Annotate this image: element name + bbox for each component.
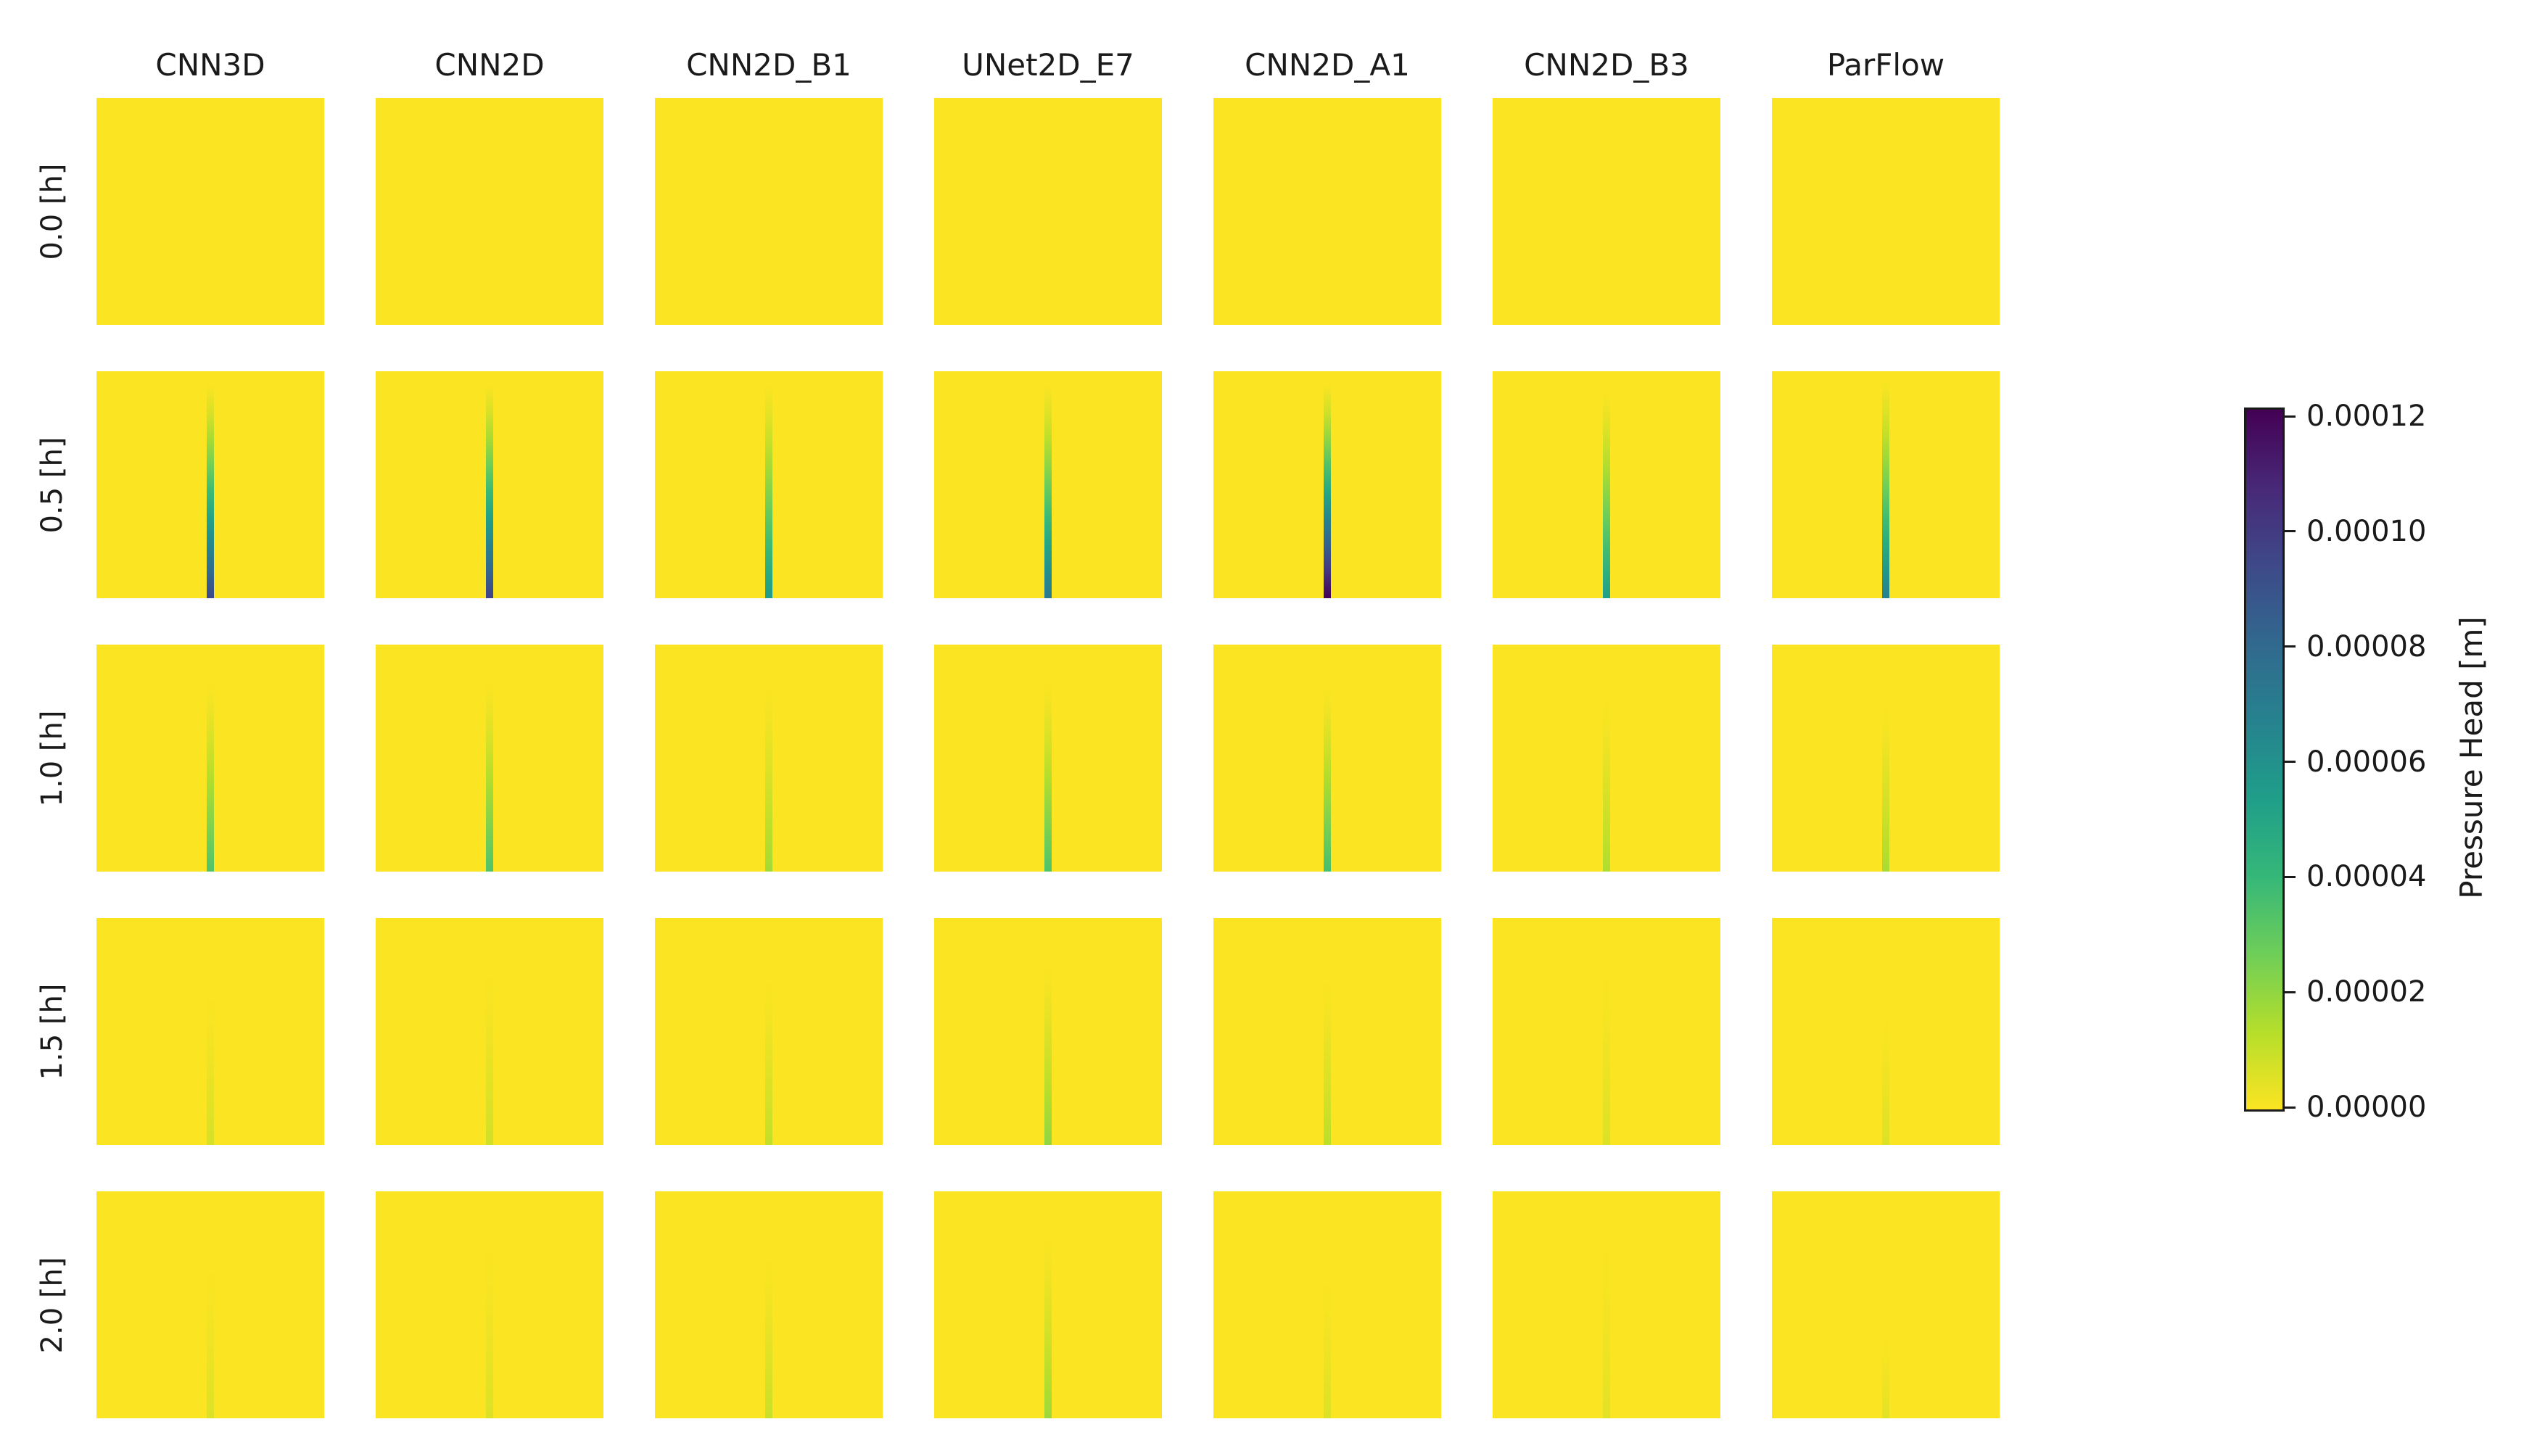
column-title-UNet2D_E7: UNet2D_E7 (962, 47, 1134, 83)
heatmap-panel-CNN2D_B3-00h (1493, 98, 1720, 325)
infiltration-streak (486, 685, 493, 872)
heatmap-panel-CNN2D_B1-15h (655, 918, 883, 1145)
colorbar-tick-mark (2282, 1106, 2296, 1109)
heatmap-panel-CNN2D_B1-00h (655, 98, 883, 325)
infiltration-streak (1324, 1282, 1331, 1418)
colorbar-tick-label: 0.00002 (2306, 975, 2427, 1009)
colorbar-tick-mark (2282, 990, 2296, 993)
column-title-ParFlow: ParFlow (1826, 47, 1945, 83)
row-label-05h: 0.5 [h] (36, 437, 69, 533)
row-label-15h: 1.5 [h] (36, 983, 69, 1080)
heatmap-panel-ParFlow-05h (1772, 371, 2000, 598)
infiltration-streak (1882, 708, 1889, 872)
infiltration-streak (486, 384, 493, 598)
infiltration-streak (207, 1270, 214, 1418)
heatmap-panel-CNN2D_A1-05h (1213, 371, 1441, 598)
infiltration-streak (1882, 1019, 1889, 1145)
infiltration-streak (1044, 967, 1052, 1145)
colorbar-tick-label: 0.00000 (2306, 1091, 2427, 1124)
infiltration-streak (1603, 1248, 1610, 1418)
colorbar-tick-label: 0.00008 (2306, 629, 2427, 663)
heatmap-panel-CNN2D_B3-20h (1493, 1191, 1720, 1418)
heatmap-panel-CNN3D-05h (96, 371, 324, 598)
heatmap-panel-ParFlow-00h (1772, 98, 2000, 325)
heatmap-panel-CNN2D_A1-10h (1213, 645, 1441, 872)
column-title-CNN2D_A1: CNN2D_A1 (1245, 47, 1410, 83)
infiltration-streak (486, 1248, 493, 1418)
heatmap-panel-CNN3D-15h (96, 918, 324, 1145)
heatmap-panel-CNN2D_B3-05h (1493, 371, 1720, 598)
infiltration-streak (765, 384, 772, 598)
infiltration-streak (1603, 701, 1610, 872)
colorbar-tick-mark (2282, 875, 2296, 878)
infiltration-streak (765, 981, 772, 1145)
column-title-CNN2D: CNN2D (434, 47, 545, 83)
heatmap-panel-CNN2D-15h (376, 918, 603, 1145)
heatmap-panel-CNN2D-05h (376, 371, 603, 598)
heatmap-panel-UNet2D_E7-00h (934, 98, 1162, 325)
infiltration-streak (765, 1259, 772, 1418)
infiltration-streak (207, 997, 214, 1145)
heatmap-panel-UNet2D_E7-20h (934, 1191, 1162, 1418)
heatmap-panel-CNN2D_A1-15h (1213, 918, 1441, 1145)
row-label-10h: 1.0 [h] (36, 710, 69, 806)
colorbar-tick-mark (2282, 645, 2296, 648)
heatmap-panel-CNN2D-00h (376, 98, 603, 325)
infiltration-streak (1324, 981, 1331, 1145)
heatmap-panel-UNet2D_E7-10h (934, 645, 1162, 872)
row-label-20h: 2.0 [h] (36, 1257, 69, 1353)
heatmap-panel-CNN2D_A1-20h (1213, 1191, 1441, 1418)
infiltration-streak (1044, 384, 1052, 598)
infiltration-streak (486, 975, 493, 1145)
colorbar-axis-label: Pressure Head [m] (2454, 616, 2489, 899)
heatmap-panel-ParFlow-10h (1772, 645, 2000, 872)
heatmap-panel-CNN2D_B1-10h (655, 645, 883, 872)
infiltration-streak (1882, 1339, 1889, 1418)
heatmap-panel-ParFlow-15h (1772, 918, 2000, 1145)
heatmap-panel-UNet2D_E7-05h (934, 371, 1162, 598)
colorbar-tick-mark (2282, 761, 2296, 763)
infiltration-streak (1882, 380, 1889, 598)
heatmap-panel-CNN2D_B1-05h (655, 371, 883, 598)
infiltration-streak (1324, 690, 1331, 872)
infiltration-streak (1044, 1241, 1052, 1418)
heatmap-panel-CNN2D_B3-15h (1493, 918, 1720, 1145)
colorbar-gradient-bar (2244, 408, 2285, 1112)
colorbar-tick-label: 0.00010 (2306, 514, 2427, 548)
row-label-00h: 0.0 [h] (36, 163, 69, 260)
heatmap-panel-CNN3D-00h (96, 98, 324, 325)
infiltration-streak (1603, 394, 1610, 598)
colorbar-tick-mark (2282, 530, 2296, 533)
column-title-CNN3D: CNN3D (155, 47, 265, 83)
column-title-CNN2D_B3: CNN2D_B3 (1524, 47, 1689, 83)
infiltration-streak (1603, 975, 1610, 1145)
column-title-CNN2D_B1: CNN2D_B1 (686, 47, 851, 83)
colorbar-tick-label: 0.00006 (2306, 745, 2427, 779)
infiltration-streak (1324, 384, 1331, 598)
heatmap-panel-CNN3D-10h (96, 645, 324, 872)
heatmap-panel-CNN2D_B1-20h (655, 1191, 883, 1418)
heatmap-panel-ParFlow-20h (1772, 1191, 2000, 1418)
heatmap-panel-CNN3D-20h (96, 1191, 324, 1418)
heatmap-panel-UNet2D_E7-15h (934, 918, 1162, 1145)
infiltration-streak (207, 685, 214, 872)
infiltration-streak (207, 384, 214, 598)
heatmap-panel-CNN2D-10h (376, 645, 603, 872)
heatmap-panel-CNN2D_A1-00h (1213, 98, 1441, 325)
colorbar-tick-mark (2282, 415, 2296, 418)
colorbar-tick-label: 0.00004 (2306, 860, 2427, 894)
heatmap-panel-CNN2D-20h (376, 1191, 603, 1418)
infiltration-streak (1044, 685, 1052, 872)
heatmap-panel-CNN2D_B3-10h (1493, 645, 1720, 872)
colorbar-tick-label: 0.00012 (2306, 400, 2427, 433)
infiltration-streak (765, 690, 772, 872)
